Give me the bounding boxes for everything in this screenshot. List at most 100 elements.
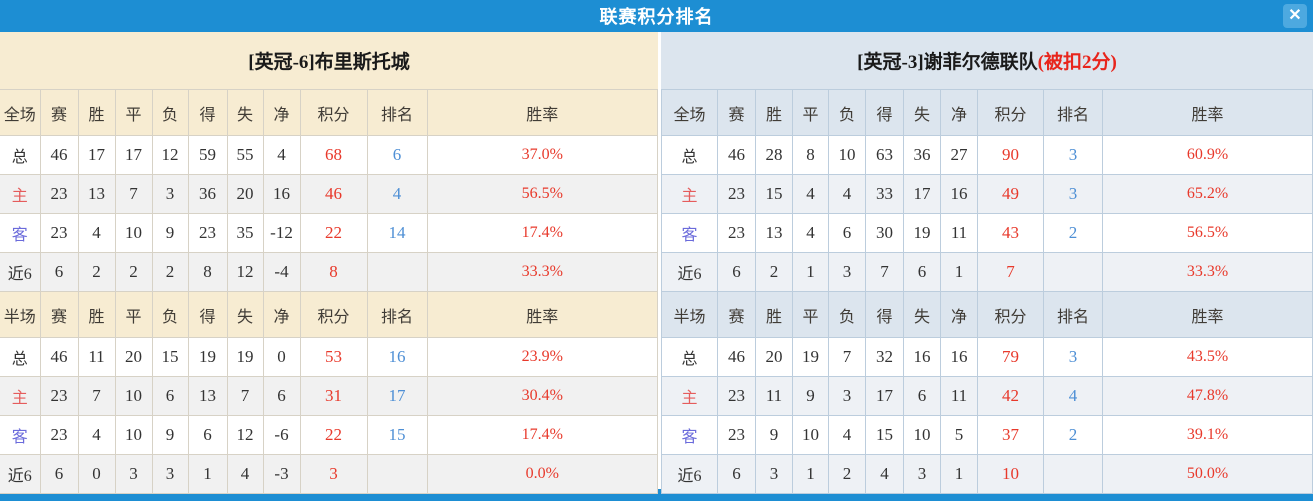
rank-cell — [1043, 454, 1103, 494]
stat-cell: 6 — [903, 252, 941, 292]
stat-cell: 12 — [151, 135, 189, 175]
penalty-note: (被扣2分) — [1037, 52, 1117, 73]
column-header: 平 — [792, 89, 829, 136]
stat-cell: 17 — [77, 135, 116, 175]
row-label: 近6 — [661, 454, 718, 494]
stat-cell: 33 — [865, 174, 904, 214]
column-header: 得 — [865, 291, 904, 338]
row-label: 总 — [0, 337, 41, 377]
stat-cell: 23 — [717, 174, 756, 214]
stat-cell: 13 — [755, 213, 793, 253]
team-panels: [英冠-6]布里斯托城 全场赛胜平负得失净积分 排名 胜率总 46 17 17 12 59 55… — [0, 32, 1313, 494]
stat-cell: 19 — [903, 213, 941, 253]
column-header: 负 — [828, 291, 866, 338]
close-button[interactable]: ✕ — [1283, 4, 1307, 28]
column-header: 得 — [187, 291, 228, 338]
stat-cell: 3 — [755, 454, 793, 494]
winrate-cell: 56.5% — [426, 174, 658, 214]
section-label: 半场 — [661, 291, 718, 338]
points-cell: 79 — [977, 337, 1044, 377]
stat-cell: 11 — [755, 376, 793, 416]
stat-cell: 46 — [717, 337, 756, 377]
column-header: 赛 — [39, 291, 79, 338]
winrate-cell: 56.5% — [1102, 213, 1313, 253]
rank-cell — [366, 252, 428, 292]
stat-cell: 1 — [792, 252, 829, 292]
stat-cell: 19 — [792, 337, 829, 377]
column-header: 净 — [262, 89, 301, 136]
table-row: 近6 6 2 1 3 7 6 1 7 33.3% — [661, 252, 1313, 292]
column-header: 积分 — [299, 89, 368, 136]
stats-table: 全场赛胜平负得失净积分 排名 胜率总 46 28 8 10 63 36 27 90 3 60.9% 主 23… — [661, 89, 1313, 494]
stats-table: 全场赛胜平负得失净积分 排名 胜率总 46 17 17 12 59 55 4 68 6 37.0% 主 23… — [0, 89, 658, 494]
stat-cell: 12 — [226, 252, 264, 292]
points-cell: 53 — [299, 337, 368, 377]
table-row: 客 23 9 10 4 15 10 5 37 2 39.1% — [661, 415, 1313, 455]
stat-cell: 9 — [151, 213, 189, 253]
points-cell: 37 — [977, 415, 1044, 455]
winrate-cell: 39.1% — [1102, 415, 1313, 455]
stat-cell: 23 — [187, 213, 228, 253]
points-cell: 22 — [299, 213, 368, 253]
row-label: 客 — [661, 213, 718, 253]
stat-cell: 2 — [77, 252, 116, 292]
points-cell: 42 — [977, 376, 1044, 416]
stat-cell: 6 — [828, 213, 866, 253]
column-header: 平 — [114, 291, 153, 338]
stat-cell: 7 — [226, 376, 264, 416]
rank-cell: 4 — [1043, 376, 1103, 416]
stat-cell: 15 — [755, 174, 793, 214]
stat-cell: 35 — [226, 213, 264, 253]
stat-cell: 4 — [828, 174, 866, 214]
stat-cell: 17 — [865, 376, 904, 416]
stat-cell: 3 — [114, 454, 153, 494]
stat-cell: 17 — [903, 174, 941, 214]
rank-cell: 16 — [366, 337, 428, 377]
stat-cell: 1 — [187, 454, 228, 494]
stat-cell: 46 — [717, 135, 756, 175]
winrate-cell: 23.9% — [426, 337, 658, 377]
row-label: 主 — [0, 174, 41, 214]
stat-cell: 4 — [226, 454, 264, 494]
table-row: 总 46 11 20 15 19 19 0 53 16 23.9% — [0, 337, 658, 377]
stat-cell: 16 — [903, 337, 941, 377]
stat-cell: 36 — [903, 135, 941, 175]
stat-cell: 0 — [262, 337, 301, 377]
stat-cell: 30 — [865, 213, 904, 253]
stat-cell: -12 — [262, 213, 301, 253]
column-header: 平 — [792, 291, 829, 338]
stat-cell: 23 — [717, 415, 756, 455]
stat-cell: 10 — [828, 135, 866, 175]
stat-cell: 6 — [717, 454, 756, 494]
section-header-row: 全场赛胜平负得失净积分 排名 胜率 — [0, 89, 658, 136]
stat-cell: -3 — [262, 454, 301, 494]
row-label: 客 — [661, 415, 718, 455]
rank-cell: 3 — [1043, 337, 1103, 377]
team-name: [英冠-6]布里斯托城 — [248, 52, 410, 73]
stat-cell: 4 — [792, 174, 829, 214]
points-cell: 3 — [299, 454, 368, 494]
stat-cell: 8 — [187, 252, 228, 292]
stat-cell: 4 — [828, 415, 866, 455]
table-row: 客 23 13 4 6 30 19 11 43 2 56.5% — [661, 213, 1313, 253]
column-header: 胜 — [77, 291, 116, 338]
winrate-cell: 33.3% — [1102, 252, 1313, 292]
team-title: [英冠-3]谢菲尔德联队 (被扣2分) — [661, 32, 1313, 89]
stat-cell: 46 — [39, 337, 79, 377]
points-cell: 49 — [977, 174, 1044, 214]
points-cell: 7 — [977, 252, 1044, 292]
stat-cell: 15 — [865, 415, 904, 455]
table-row: 客 23 4 10 9 23 35 -12 22 14 17.4% — [0, 213, 658, 253]
stat-cell: 7 — [865, 252, 904, 292]
stat-cell: 20 — [755, 337, 793, 377]
rank-cell — [1043, 252, 1103, 292]
stat-cell: 9 — [792, 376, 829, 416]
column-header: 失 — [903, 291, 941, 338]
stat-cell: 15 — [151, 337, 189, 377]
column-header: 负 — [151, 89, 189, 136]
rank-cell: 3 — [1043, 174, 1103, 214]
points-cell: 46 — [299, 174, 368, 214]
stat-cell: 11 — [940, 213, 978, 253]
column-header: 净 — [940, 89, 978, 136]
